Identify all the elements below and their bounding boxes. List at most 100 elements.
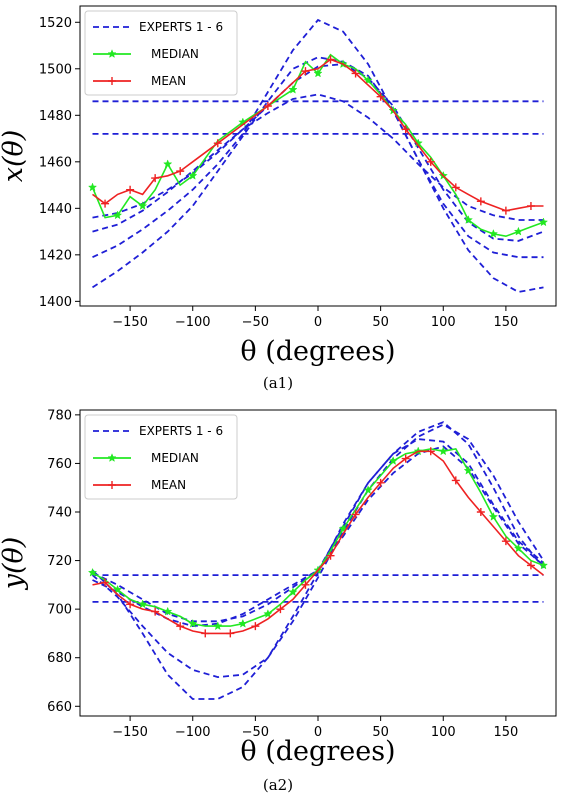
median-marker: [238, 618, 248, 628]
x-tick-label: 0: [314, 315, 322, 330]
median-marker: [513, 226, 524, 236]
mean-marker: [351, 69, 360, 78]
median-marker: [488, 229, 499, 238]
mean-marker: [401, 125, 410, 134]
mean-marker: [401, 454, 410, 463]
mean-marker: [326, 551, 335, 560]
mean-marker: [376, 92, 385, 101]
y-tick-label: 700: [47, 603, 72, 618]
y-tick-label: 680: [47, 651, 72, 666]
y-tick-label: 1460: [39, 155, 72, 170]
mean-marker: [301, 580, 310, 589]
x-tick-label: −150: [112, 725, 148, 740]
median-marker: [488, 511, 499, 521]
legend-label-mean: MEAN: [151, 74, 186, 88]
mean-marker: [526, 561, 535, 570]
median-marker: [137, 201, 148, 210]
figure-caption: (a2): [263, 776, 293, 794]
mean-marker: [126, 185, 135, 194]
legend-label-experts: EXPERTS 1 - 6: [139, 20, 223, 34]
mean-marker: [501, 206, 510, 215]
median-marker: [263, 609, 273, 618]
y-axis-label: x(θ): [0, 130, 29, 183]
median-marker: [112, 210, 123, 220]
y-tick-label: 1400: [39, 295, 72, 310]
x-tick-label: −100: [175, 725, 211, 740]
median-marker: [338, 524, 348, 533]
mean-marker: [451, 476, 460, 485]
mean-marker: [101, 578, 110, 587]
y-tick-label: 760: [47, 457, 72, 472]
median-marker: [137, 599, 148, 609]
y-axis-label: y(θ): [0, 537, 29, 591]
legend-marker-mean: [108, 77, 116, 85]
mean-marker: [101, 199, 110, 208]
median-marker: [438, 446, 448, 456]
experts-series-line-2: [91, 421, 545, 700]
mean-marker: [151, 174, 160, 183]
mean-marker: [213, 139, 222, 148]
mean-marker: [476, 508, 485, 516]
median-marker: [538, 217, 549, 227]
median-marker: [538, 560, 549, 570]
y-tick-label: 1420: [39, 248, 72, 263]
x-tick-label: −50: [242, 725, 269, 740]
x-tick-label: −150: [112, 315, 148, 330]
mean-marker: [501, 537, 510, 546]
legend-box: [84, 414, 238, 500]
experts-series-line-3: [91, 423, 545, 679]
experts-series-line-5: [92, 63, 544, 242]
legend-label-median: MEDIAN: [151, 47, 199, 61]
chart-a2: −150 −100 −50 0 50 100 150 660 680 700 720 740 760 78…: [0, 408, 557, 794]
mean-marker: [176, 622, 185, 631]
legend-marker-mean: [108, 481, 116, 489]
experts-series-line-2: [92, 56, 544, 293]
y-tick-label: 660: [47, 700, 72, 715]
chart-a1: −150 −100 −50 0 50 100 150 1400 1420 1440 1460 1480…: [0, 5, 557, 392]
median-marker: [112, 584, 123, 594]
median-marker: [163, 159, 173, 169]
mean-marker: [263, 102, 272, 110]
plot-area: [87, 421, 549, 700]
plot-area: [87, 18, 549, 293]
median-marker: [463, 465, 473, 475]
legend-box: [84, 10, 238, 96]
mean-series-line-7: [92, 58, 544, 212]
mean-marker: [351, 510, 360, 519]
mean-marker: [426, 447, 435, 456]
x-tick-label: 100: [431, 725, 456, 740]
median-marker: [513, 543, 524, 553]
mean-marker: [176, 167, 185, 176]
mean-marker: [301, 67, 310, 76]
median-marker: [87, 567, 98, 577]
y-tick-label: 1520: [39, 16, 72, 31]
median-marker: [163, 606, 173, 616]
legend-label-median: MEDIAN: [151, 451, 199, 465]
x-tick-label: 50: [372, 315, 389, 330]
median-marker: [188, 170, 198, 180]
x-tick-label: 100: [431, 315, 456, 330]
mean-marker: [201, 629, 210, 638]
median-marker: [388, 456, 398, 465]
x-tick-label: 150: [493, 725, 518, 740]
x-tick-label: −100: [175, 315, 211, 330]
median-marker: [188, 618, 198, 628]
mean-marker: [326, 55, 335, 64]
x-tick-label: 150: [493, 315, 518, 330]
median-marker: [288, 84, 298, 94]
y-tick-label: 1440: [39, 202, 72, 217]
mean-marker: [426, 157, 435, 166]
median-marker: [363, 75, 373, 85]
mean-marker: [126, 600, 135, 609]
median-marker: [463, 215, 473, 224]
mean-marker: [276, 605, 285, 614]
y-tick-label: 740: [47, 506, 72, 521]
experts-series-line-4: [92, 93, 544, 233]
median-marker: [213, 621, 223, 631]
mean-marker: [251, 622, 260, 631]
median-marker: [313, 68, 323, 78]
mean-marker: [526, 202, 535, 210]
figure-caption: (a1): [263, 374, 293, 392]
mean-marker: [226, 629, 235, 638]
